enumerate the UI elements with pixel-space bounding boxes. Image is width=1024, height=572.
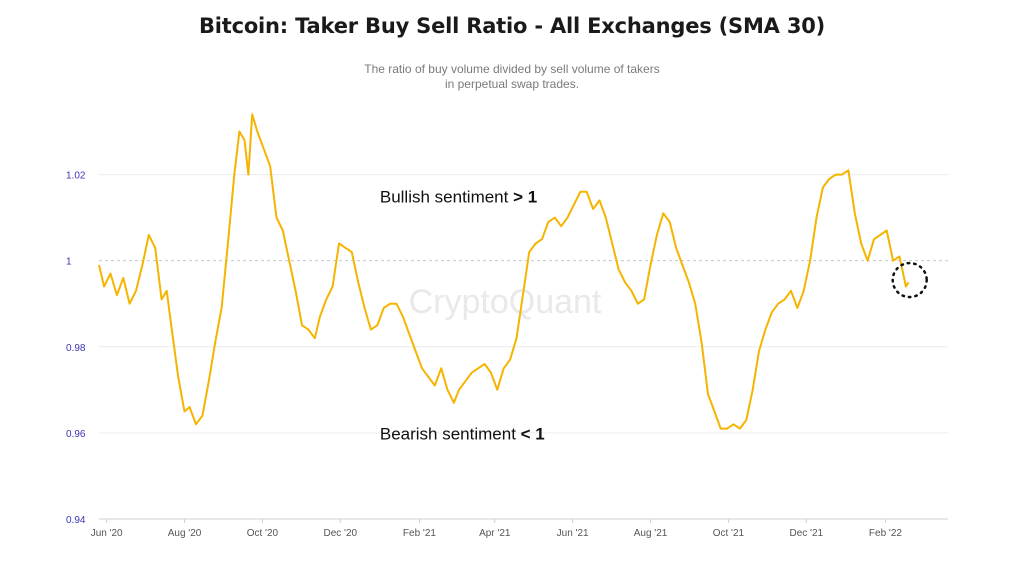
x-tick-label: Oct '21 <box>713 528 745 539</box>
annotations: Bullish sentiment > 1 Bearish sentiment <… <box>380 188 545 444</box>
highlight-circle <box>891 261 928 299</box>
watermark-logo: CryptoQuant <box>409 283 602 321</box>
chart-title: Bitcoin: Taker Buy Sell Ratio - All Exch… <box>198 14 826 38</box>
y-tick-label: 0.96 <box>66 429 86 440</box>
x-tick-label: Jun '21 <box>557 528 589 539</box>
x-axis: Jun '20 Aug '20 Oct '20 Dec '20 Feb '21 Apr '… <box>91 519 902 539</box>
series-line-0 <box>98 113 910 430</box>
annotation-label: Bullish sentiment <box>380 188 513 207</box>
y-tick-label: 1.02 <box>66 171 86 182</box>
subtitle-line-2: in perpetual swap trades. <box>444 77 580 91</box>
annotation-0: Bullish sentiment > 1 <box>380 188 537 207</box>
y-axis: 0.94 0.96 0.98 1 1.02 <box>66 171 86 526</box>
y-tick-label: 0.98 <box>66 343 86 354</box>
x-tick-label: Dec '20 <box>323 528 357 539</box>
x-tick-label: Aug '21 <box>634 528 668 539</box>
x-tick-label: Oct '20 <box>247 528 279 539</box>
annotation-threshold: < 1 <box>521 424 545 443</box>
annotation-1: Bearish sentiment < 1 <box>380 424 545 443</box>
x-tick-label: Feb '21 <box>403 528 436 539</box>
chart-subtitle: The ratio of buy volume divided by sell … <box>312 62 712 92</box>
x-tick-label: Aug '20 <box>168 528 202 539</box>
x-tick-label: Feb '22 <box>869 528 902 539</box>
x-tick-label: Apr '21 <box>479 528 511 539</box>
subtitle-line-1: The ratio of buy volume divided by sell … <box>364 62 660 76</box>
y-tick-label: 1 <box>66 257 72 268</box>
x-tick-label: Dec '21 <box>789 528 823 539</box>
annotation-threshold: > 1 <box>513 188 537 207</box>
gridlines <box>99 174 948 520</box>
series-group <box>98 113 910 430</box>
x-tick-label: Jun '20 <box>91 528 123 539</box>
y-tick-label: 0.94 <box>66 515 86 526</box>
annotation-label: Bearish sentiment <box>380 424 521 443</box>
